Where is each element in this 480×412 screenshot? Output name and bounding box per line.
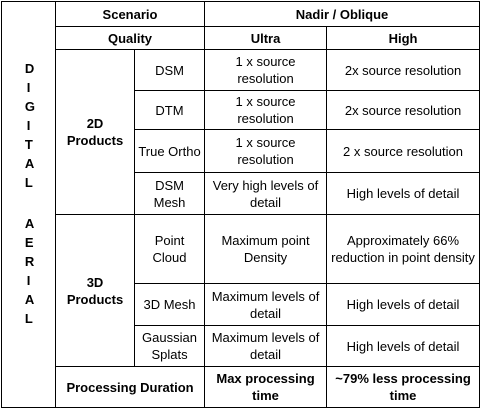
- footer-cell: Max processing time: [204, 366, 328, 408]
- side-word: DIGITAL: [24, 61, 36, 190]
- header-cell: Quality: [54, 26, 206, 50]
- product-cell: DTM: [133, 90, 206, 130]
- ultra-cell: Maximum levels of detail: [204, 325, 328, 367]
- product-cell: True Ortho: [133, 129, 206, 173]
- group-cell: 2D Products: [55, 49, 135, 215]
- side-word: AERIAL: [24, 216, 35, 326]
- ultra-cell: Maximum point Density: [204, 214, 328, 284]
- product-cell: Gaussian Splats: [133, 325, 206, 367]
- high-cell: High levels of detail: [326, 283, 480, 326]
- high-cell: Approximately 66% reduction in point den…: [326, 214, 480, 284]
- high-cell: 2x source resolution: [326, 90, 480, 130]
- high-cell: High levels of detail: [326, 172, 480, 215]
- high-cell: 2 x source resolution: [326, 129, 480, 173]
- side-label: DIGITAL AERIAL: [1, 1, 56, 408]
- high-cell: High levels of detail: [326, 325, 480, 367]
- header-cell: Ultra: [204, 26, 328, 50]
- ultra-cell: 1 x source resolution: [204, 90, 328, 130]
- product-cell: 3D Mesh: [133, 283, 206, 326]
- header-cell: High: [326, 26, 480, 50]
- ultra-cell: Very high levels of detail: [204, 172, 328, 215]
- ultra-cell: 1 x source resolution: [204, 129, 328, 173]
- footer-label: Processing Duration: [54, 366, 206, 408]
- product-cell: DSM Mesh: [133, 172, 206, 215]
- footer-cell: ~79% less processing time: [326, 366, 480, 408]
- header-cell: Nadir / Oblique: [204, 1, 480, 27]
- ultra-cell: Maximum levels of detail: [204, 283, 328, 326]
- product-cell: Point Cloud: [133, 214, 206, 284]
- product-cell: DSM: [133, 49, 206, 91]
- high-cell: 2x source resolution: [326, 49, 480, 91]
- header-cell: Scenario: [54, 1, 206, 27]
- group-cell: 3D Products: [55, 214, 135, 367]
- ultra-cell: 1 x source resolution: [204, 49, 328, 91]
